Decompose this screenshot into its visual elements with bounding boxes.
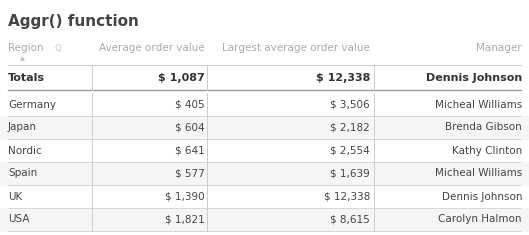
Text: Manager: Manager [477,43,522,53]
Text: Q: Q [54,44,61,53]
Text: $ 641: $ 641 [175,145,205,156]
Text: $ 604: $ 604 [176,122,205,133]
Text: $ 405: $ 405 [176,99,205,110]
Text: Average order value: Average order value [99,43,205,53]
Text: Dennis Johnson: Dennis Johnson [426,73,522,83]
Text: UK: UK [8,192,22,201]
Text: $ 12,338: $ 12,338 [324,192,370,201]
Text: Totals: Totals [8,73,45,83]
Text: Germany: Germany [8,99,56,110]
Text: Japan: Japan [8,122,37,133]
Text: Micheal Williams: Micheal Williams [435,99,522,110]
Text: $ 8,615: $ 8,615 [330,215,370,224]
Text: $ 2,554: $ 2,554 [330,145,370,156]
Text: Brenda Gibson: Brenda Gibson [445,122,522,133]
Text: Region: Region [8,43,43,53]
Text: $ 3,506: $ 3,506 [331,99,370,110]
Text: Micheal Williams: Micheal Williams [435,168,522,179]
Text: $ 1,390: $ 1,390 [166,192,205,201]
Text: Nordic: Nordic [8,145,42,156]
Text: Aggr() function: Aggr() function [8,14,139,29]
Text: $ 2,182: $ 2,182 [330,122,370,133]
Text: Kathy Clinton: Kathy Clinton [452,145,522,156]
Bar [0,208,529,231]
Text: USA: USA [8,215,30,224]
Text: $ 1,821: $ 1,821 [165,215,205,224]
Text: $ 577: $ 577 [175,168,205,179]
Text: $ 12,338: $ 12,338 [316,73,370,83]
Bar [0,162,529,185]
Text: Spain: Spain [8,168,37,179]
Text: Largest average order value: Largest average order value [222,43,370,53]
Bar [0,116,529,139]
Text: Dennis Johnson: Dennis Johnson [442,192,522,201]
Text: Carolyn Halmon: Carolyn Halmon [439,215,522,224]
Text: ▲: ▲ [20,56,24,61]
Text: $ 1,087: $ 1,087 [158,73,205,83]
Text: $ 1,639: $ 1,639 [330,168,370,179]
